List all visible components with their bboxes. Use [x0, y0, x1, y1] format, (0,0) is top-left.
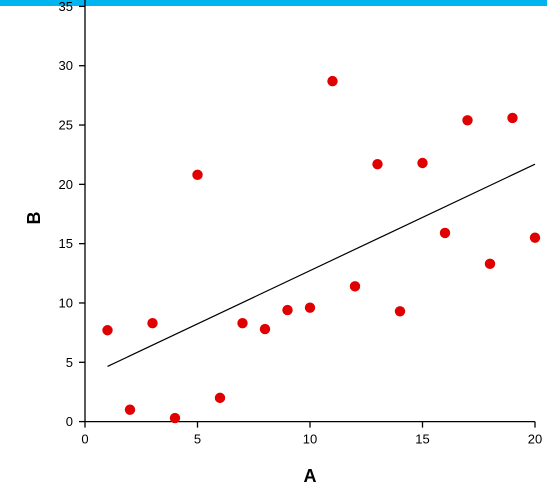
x-tick-label: 20	[528, 432, 542, 447]
data-point	[192, 169, 203, 181]
y-tick-label: 10	[59, 295, 73, 310]
x-tick-label: 5	[194, 432, 201, 447]
data-point	[484, 258, 496, 270]
y-tick-label: 5	[66, 355, 73, 370]
top-accent-bar	[0, 0, 547, 6]
y-tick-label: 20	[59, 177, 73, 192]
data-points	[102, 75, 541, 424]
data-point	[304, 302, 316, 313]
data-point	[349, 281, 361, 292]
data-point	[102, 325, 113, 336]
data-point	[282, 304, 293, 316]
data-point	[259, 323, 271, 335]
y-tick-label: 35	[59, 0, 73, 14]
data-point	[439, 227, 451, 239]
x-tick-label: 15	[415, 432, 429, 447]
data-point	[214, 392, 226, 404]
data-point	[147, 317, 158, 329]
y-tick-label: 25	[59, 118, 73, 133]
x-tick-label: 0	[81, 432, 88, 447]
data-point	[237, 317, 248, 329]
data-point	[417, 157, 428, 169]
y-tick-label: 15	[59, 236, 73, 251]
y-axis-title: B	[24, 212, 44, 225]
x-axis-title: A	[304, 466, 317, 486]
trendline-group	[107, 163, 536, 367]
trendline	[107, 163, 536, 367]
data-point	[124, 404, 136, 415]
axes	[84, 0, 535, 423]
data-point	[394, 306, 406, 317]
data-point	[372, 158, 383, 170]
data-point	[169, 412, 181, 424]
y-tick-label: 0	[66, 414, 73, 429]
data-point	[507, 112, 518, 124]
data-point	[327, 75, 338, 87]
data-point	[529, 232, 541, 243]
data-point	[462, 115, 473, 126]
x-tick-label: 10	[303, 432, 317, 447]
y-tick-label: 30	[59, 58, 73, 73]
y-ticks: 0 5 10 15 20 25 30 35	[59, 0, 85, 429]
x-ticks: 0 5 10 15 20	[81, 421, 542, 447]
